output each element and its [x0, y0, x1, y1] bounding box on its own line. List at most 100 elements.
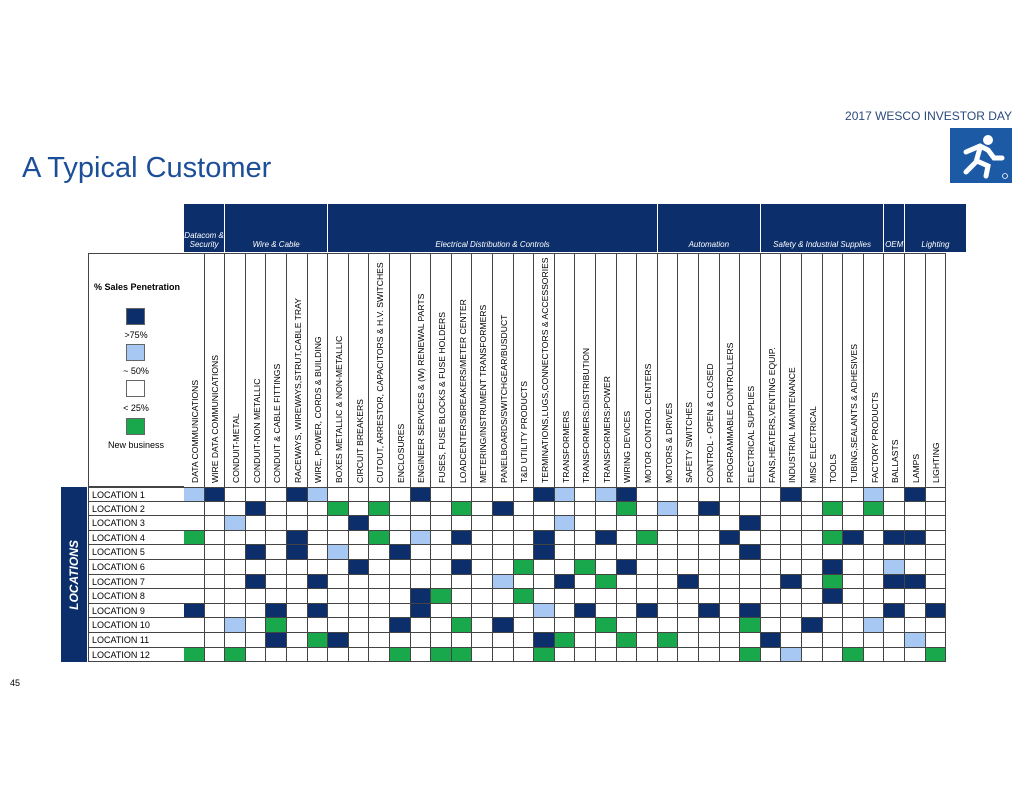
row-label: LOCATION 12 [88, 647, 184, 663]
matrix-cell [616, 633, 638, 648]
matrix-cell [554, 589, 576, 604]
matrix-cell [554, 633, 576, 648]
matrix-cell [534, 618, 555, 633]
matrix-cell [493, 647, 514, 663]
matrix-cell [596, 647, 617, 663]
matrix-cell [287, 501, 308, 517]
matrix-cell [554, 560, 576, 575]
matrix-cell [369, 560, 390, 575]
column-header: TRANSFORMERS [554, 253, 576, 487]
legend-title: % Sales Penetration [93, 282, 181, 292]
matrix-cell [472, 501, 493, 517]
matrix-cell [905, 618, 926, 633]
matrix-cell [802, 516, 823, 531]
category-header: Electrical Distribution & Controls [328, 204, 658, 252]
row-label: LOCATION 8 [88, 589, 184, 604]
matrix-cell [184, 530, 205, 546]
matrix-cell [925, 487, 947, 502]
matrix-cell [266, 633, 287, 648]
matrix-cell [863, 501, 885, 517]
matrix-cell [287, 618, 308, 633]
matrix-cell [493, 560, 514, 575]
column-header: MISC ELECTRICAL [802, 253, 823, 487]
matrix-cell [905, 574, 926, 590]
column-header: ENCLOSURES [390, 253, 411, 487]
matrix-cell [204, 603, 226, 619]
matrix-cell [760, 501, 782, 517]
matrix-cell [802, 603, 823, 619]
matrix-cell [245, 574, 267, 590]
matrix-cell [925, 530, 947, 546]
matrix-cell [554, 603, 576, 619]
page-number: 45 [10, 678, 21, 688]
matrix-cell [699, 545, 720, 560]
matrix-cell [802, 487, 823, 502]
matrix-cell [513, 545, 535, 560]
matrix-cell [740, 545, 761, 560]
matrix-cell [204, 560, 226, 575]
matrix-cell [760, 545, 782, 560]
matrix-cell [493, 589, 514, 604]
matrix-cell [905, 647, 926, 663]
column-header: TOOLS [822, 253, 844, 487]
matrix-cell [493, 545, 514, 560]
matrix-cell [575, 516, 596, 531]
matrix-cell [307, 516, 329, 531]
matrix-cell [760, 574, 782, 590]
matrix-cell [781, 574, 802, 590]
matrix-cell [822, 516, 844, 531]
matrix-cell [225, 487, 246, 502]
matrix-cell [863, 618, 885, 633]
matrix-cell [184, 487, 205, 502]
column-header: BALLASTS [884, 253, 905, 487]
matrix-cell [925, 618, 947, 633]
row-label: LOCATION 1 [88, 487, 184, 502]
column-header-label: WIRE, POWER, CORDS & BUILDING [313, 336, 324, 483]
matrix-cell [369, 574, 390, 590]
matrix-cell [513, 618, 535, 633]
matrix-cell [348, 545, 370, 560]
row-label: LOCATION 6 [88, 560, 184, 575]
matrix-cell [328, 618, 349, 633]
matrix-cell [204, 501, 226, 517]
matrix-cell [719, 530, 741, 546]
matrix-cell [760, 516, 782, 531]
matrix-cell [575, 501, 596, 517]
matrix-cell [575, 545, 596, 560]
legend-label-new: New business [107, 440, 165, 450]
column-header: WIRE, POWER, CORDS & BUILDING [307, 253, 329, 487]
matrix-cell [884, 574, 905, 590]
matrix-cell [390, 647, 411, 663]
matrix-cell [657, 545, 679, 560]
matrix-cell [616, 560, 638, 575]
matrix-cell [390, 618, 411, 633]
matrix-cell [554, 545, 576, 560]
matrix-cell [369, 487, 390, 502]
matrix-cell [657, 589, 679, 604]
matrix-cell [781, 647, 802, 663]
matrix-cell [678, 633, 699, 648]
matrix-cell [307, 530, 329, 546]
matrix-cell [637, 618, 658, 633]
matrix-cell [719, 487, 741, 502]
column-header: BOXES METALLIC & NON-METALLIC [328, 253, 349, 487]
column-header-label: WIRING DEVICES [622, 410, 633, 483]
matrix-cell [637, 516, 658, 531]
matrix-cell [204, 589, 226, 604]
matrix-cell [534, 589, 555, 604]
matrix-cell [925, 647, 947, 663]
matrix-cell [410, 560, 432, 575]
matrix-cell [534, 487, 555, 502]
matrix-cell [348, 530, 370, 546]
matrix-cell [781, 633, 802, 648]
matrix-cell [348, 633, 370, 648]
matrix-cell [431, 560, 452, 575]
column-header: CONTROL - OPEN & CLOSED [699, 253, 720, 487]
matrix-cell [740, 589, 761, 604]
matrix-cell [843, 574, 864, 590]
matrix-cell [596, 560, 617, 575]
row-label: LOCATION 4 [88, 530, 184, 546]
matrix-cell [596, 501, 617, 517]
category-header: Safety & Industrial Supplies [760, 204, 885, 252]
column-header-label: MOTORS & DRIVES [663, 402, 674, 483]
